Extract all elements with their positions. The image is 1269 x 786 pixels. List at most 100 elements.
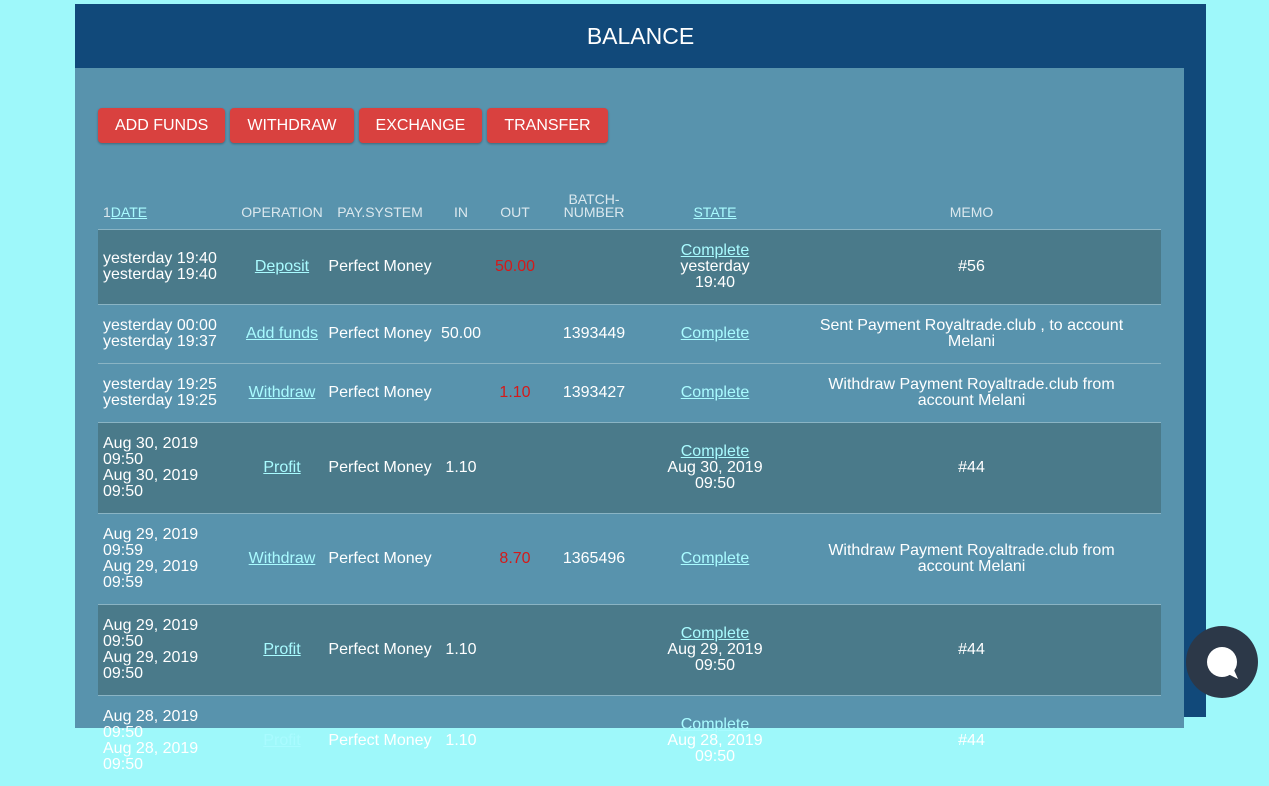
column-header: OUT: [490, 179, 540, 230]
balance-panel: BALANCE ADD FUNDS WITHDRAW EXCHANGE TRAN…: [75, 4, 1206, 717]
operation-cell: Withdraw: [236, 364, 328, 423]
state-date: yesterday 19:40: [660, 259, 770, 291]
sort-link[interactable]: STATE: [693, 204, 736, 220]
memo: Sent Payment Royaltrade.club , to accoun…: [782, 305, 1161, 364]
in-cell: 1.10: [432, 696, 490, 786]
pay-system: Perfect Money: [328, 364, 432, 423]
state-link[interactable]: Complete: [681, 384, 749, 401]
column-header: IN: [432, 179, 490, 230]
column-header: OPERATION: [236, 179, 328, 230]
button[interactable]: TRANSFER: [487, 108, 607, 143]
state-link[interactable]: Complete: [681, 716, 749, 733]
operation-cell: Deposit: [236, 230, 328, 305]
operation-link[interactable]: Add funds: [246, 325, 318, 342]
state-link[interactable]: Complete: [681, 325, 749, 342]
date: yesterday 19:37: [103, 334, 227, 350]
pay-system: Perfect Money: [328, 305, 432, 364]
operation-link[interactable]: Profit: [263, 459, 300, 476]
header-line: NUMBER: [540, 206, 648, 219]
in-cell: [432, 364, 490, 423]
pay-system: Perfect Money: [328, 230, 432, 305]
date: yesterday 19:25: [103, 393, 227, 409]
in-cell: [432, 514, 490, 605]
state-date: Aug 30, 2019 09:50: [660, 460, 770, 492]
sort-link[interactable]: DATE: [111, 204, 147, 220]
chat-button[interactable]: [1186, 626, 1260, 700]
state-cell: Complete: [648, 514, 782, 605]
out-cell: [490, 605, 540, 696]
in-amount: 1.10: [445, 641, 476, 658]
state-link[interactable]: Complete: [681, 550, 749, 567]
sort-index: 1: [103, 204, 111, 220]
date: Aug 29, 2019 09:50: [103, 618, 227, 650]
column-header: 1DATE: [98, 179, 236, 230]
memo: Withdraw Payment Royaltrade.club from ac…: [782, 364, 1161, 423]
out-cell: [490, 696, 540, 786]
button[interactable]: EXCHANGE: [359, 108, 483, 143]
memo: #44: [782, 423, 1161, 514]
operation-link[interactable]: Withdraw: [249, 384, 316, 401]
date: yesterday 19:40: [103, 267, 227, 283]
date: yesterday 00:00: [103, 318, 227, 334]
operation-link[interactable]: Withdraw: [249, 550, 316, 567]
state-link[interactable]: Complete: [681, 625, 749, 642]
out-cell: 1.10: [490, 364, 540, 423]
state-link[interactable]: Complete: [681, 242, 749, 259]
content: ADD FUNDS WITHDRAW EXCHANGE TRANSFER 1DA…: [75, 68, 1184, 728]
memo: Withdraw Payment Royaltrade.club from ac…: [782, 514, 1161, 605]
batch-number: 1393449: [563, 325, 625, 342]
state-date: Aug 28, 2019 09:50: [660, 733, 770, 765]
out-cell: [490, 305, 540, 364]
out-cell: 50.00: [490, 230, 540, 305]
out-cell: 8.70: [490, 514, 540, 605]
in-cell: 1.10: [432, 605, 490, 696]
memo: #56: [782, 230, 1161, 305]
operation-cell: Add funds: [236, 305, 328, 364]
page: BALANCE ADD FUNDS WITHDRAW EXCHANGE TRAN…: [0, 0, 1269, 717]
batch-cell: [540, 696, 648, 786]
pay-system: Perfect Money: [328, 423, 432, 514]
batch-cell: [540, 605, 648, 696]
column-header: MEMO: [782, 179, 1161, 230]
state-cell: Complete: [648, 305, 782, 364]
batch-number: 1393427: [563, 384, 625, 401]
date: Aug 28, 2019 09:50: [103, 741, 227, 773]
operation-link[interactable]: Profit: [263, 641, 300, 658]
state-link[interactable]: Complete: [681, 443, 749, 460]
column-header: PAY.SYSTEM: [328, 179, 432, 230]
date: Aug 29, 2019 09:50: [103, 650, 227, 682]
batch-cell: 1393449: [540, 305, 648, 364]
button[interactable]: ADD FUNDS: [98, 108, 225, 143]
date: Aug 29, 2019 09:59: [103, 527, 227, 559]
column-header: STATE: [648, 179, 782, 230]
date: Aug 30, 2019 09:50: [103, 468, 227, 500]
balance-table: 1DATE OPERATION PAY.SYSTEM IN OUT BATCH-…: [98, 179, 1161, 786]
button[interactable]: WITHDRAW: [230, 108, 353, 143]
batch-cell: 1365496: [540, 514, 648, 605]
operation-link[interactable]: Profit: [263, 732, 300, 749]
batch-cell: [540, 423, 648, 514]
out-amount: 50.00: [495, 258, 535, 275]
header: BALANCE: [75, 4, 1206, 68]
table-row: Aug 30, 2019 09:50 Aug 30, 2019 09:50 Prof…: [98, 423, 1161, 514]
batch-cell: [540, 230, 648, 305]
out-amount: 8.70: [499, 550, 530, 567]
in-cell: 1.10: [432, 423, 490, 514]
operation-link[interactable]: Deposit: [255, 258, 309, 275]
date: yesterday 19:25: [103, 377, 227, 393]
header-row: 1DATE OPERATION PAY.SYSTEM IN OUT BATCH-…: [98, 179, 1161, 230]
